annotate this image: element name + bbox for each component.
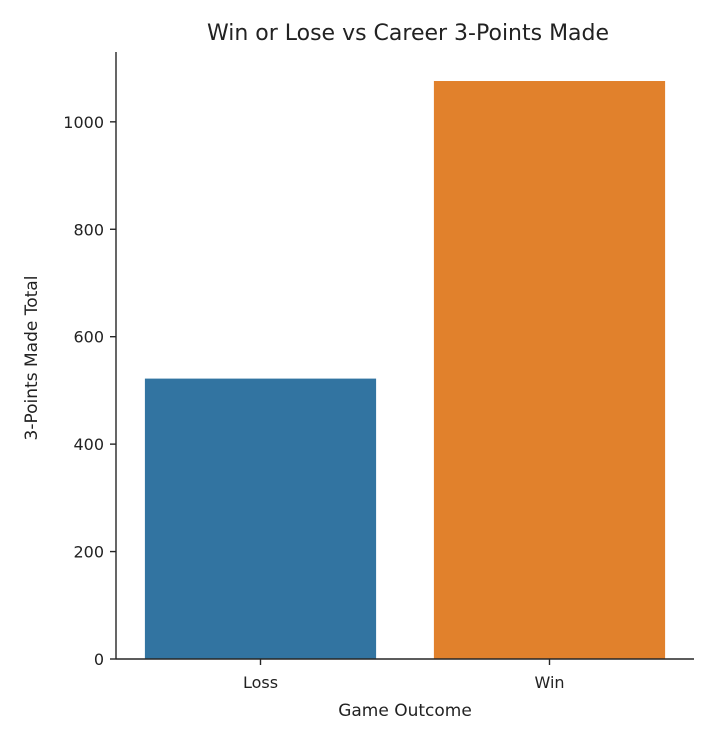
plot-area <box>144 81 666 659</box>
x-tick-label-loss: Loss <box>243 673 278 692</box>
bar-loss <box>144 378 377 659</box>
bar-win <box>433 81 666 659</box>
y-tick-label: 200 <box>73 543 104 562</box>
x-tick-label-win: Win <box>534 673 564 692</box>
y-axis-ticks: 0 200 400 600 800 1000 <box>63 113 116 669</box>
y-axis-label: 3-Points Made Total <box>22 276 42 441</box>
x-axis-ticks: Loss Win <box>243 659 565 692</box>
chart-title: Win or Lose vs Career 3-Points Made <box>207 21 609 46</box>
y-tick-label: 0 <box>94 650 104 669</box>
y-tick-label: 1000 <box>63 113 104 132</box>
y-tick-label: 800 <box>73 220 104 239</box>
y-tick-label: 600 <box>73 328 104 347</box>
x-axis-label: Game Outcome <box>338 701 472 721</box>
y-tick-label: 400 <box>73 435 104 454</box>
